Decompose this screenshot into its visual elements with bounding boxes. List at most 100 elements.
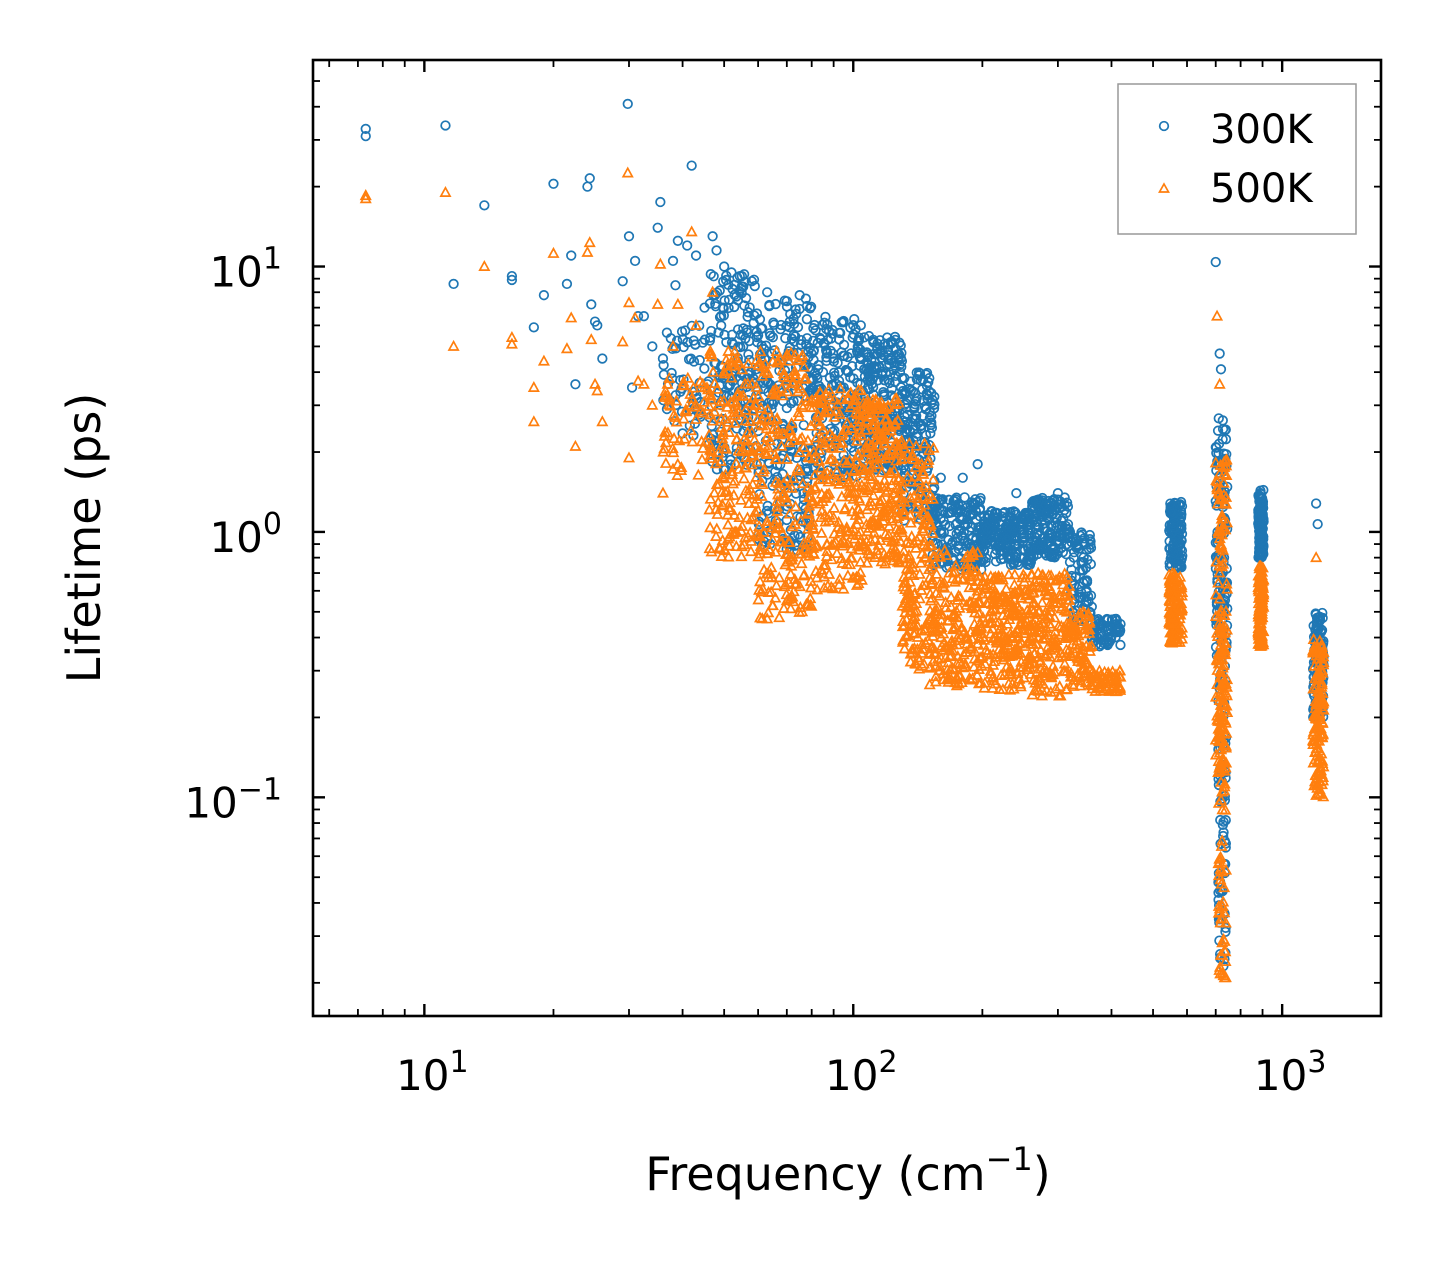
data-point (874, 361, 885, 372)
data-point (1003, 600, 1016, 612)
data-point (897, 544, 911, 556)
data-point (939, 601, 952, 613)
data-point (589, 377, 602, 389)
data-point (863, 548, 876, 560)
data-point (848, 485, 861, 497)
data-point (824, 441, 837, 453)
data-point (834, 334, 845, 345)
data-point (1218, 455, 1231, 467)
data-point (723, 496, 736, 508)
data-point (738, 281, 749, 292)
data-point (834, 327, 845, 339)
data-point (770, 453, 783, 465)
data-point (740, 461, 753, 473)
data-point (823, 513, 836, 526)
data-point (527, 380, 540, 392)
data-point (781, 471, 794, 483)
data-point (770, 344, 783, 356)
data-point (1166, 611, 1179, 623)
data-point (923, 539, 936, 551)
data-point (694, 404, 707, 416)
data-point (949, 565, 962, 577)
data-point (904, 491, 917, 503)
data-point (1015, 616, 1028, 628)
data-point (947, 552, 958, 564)
data-point (440, 120, 451, 131)
data-point (1036, 596, 1049, 608)
data-point (878, 389, 889, 400)
data-point (796, 431, 809, 443)
data-point (924, 412, 936, 424)
data-point (709, 457, 722, 469)
data-point (922, 492, 935, 504)
data-point (1219, 739, 1233, 751)
data-point (1209, 748, 1223, 760)
data-point (629, 255, 641, 267)
data-point (1310, 498, 1322, 509)
data-point (731, 354, 744, 366)
data-point (758, 536, 770, 547)
data-point (895, 434, 908, 446)
data-point (1011, 667, 1024, 679)
data-point (833, 407, 846, 419)
data-point (751, 455, 764, 467)
data-point (1172, 572, 1185, 584)
data-point (825, 580, 838, 592)
data-point (788, 371, 802, 383)
data-point (840, 364, 852, 376)
data-point (815, 393, 828, 405)
data-point (923, 517, 936, 529)
data-point (1038, 580, 1051, 592)
data-point (885, 424, 898, 436)
data-point (961, 632, 974, 644)
data-point (719, 485, 732, 497)
data-point (788, 395, 799, 407)
data-point (1256, 535, 1267, 546)
data-point (1317, 695, 1330, 707)
data-point (1005, 559, 1017, 571)
data-point (810, 571, 823, 583)
data-point (1064, 526, 1076, 538)
data-point (736, 270, 748, 282)
data-point (823, 390, 836, 402)
data-point (1045, 634, 1058, 646)
data-point (976, 611, 989, 623)
data-point (812, 373, 823, 384)
data-point (890, 436, 903, 448)
data-point (1030, 674, 1043, 686)
data-point (581, 245, 594, 257)
data-point (773, 611, 786, 623)
data-point (716, 428, 729, 440)
data-point (960, 558, 973, 570)
data-point (651, 297, 664, 309)
data-point (808, 482, 821, 494)
data-point (703, 388, 716, 400)
data-point (827, 348, 839, 359)
data-point (725, 371, 738, 383)
data-point (827, 582, 840, 594)
data-point (708, 405, 721, 417)
data-point (990, 636, 1003, 648)
data-point (929, 670, 942, 682)
data-point (866, 399, 879, 411)
data-point (827, 537, 840, 549)
data-point (731, 386, 744, 398)
data-point (732, 405, 745, 417)
data-point (798, 568, 811, 580)
data-point (837, 582, 850, 594)
data-point (1171, 561, 1182, 572)
data-point (719, 329, 730, 341)
data-point (873, 495, 886, 507)
data-point (952, 573, 965, 585)
data-point (1064, 670, 1077, 682)
data-point (774, 535, 787, 547)
data-point (1038, 649, 1051, 661)
data-point (1068, 552, 1079, 563)
data-point (1027, 630, 1040, 642)
data-point (1307, 738, 1320, 750)
data-point (1219, 636, 1232, 648)
data-point (809, 319, 820, 331)
data-point (898, 576, 911, 588)
data-point (866, 418, 879, 430)
data-point (1021, 615, 1034, 627)
